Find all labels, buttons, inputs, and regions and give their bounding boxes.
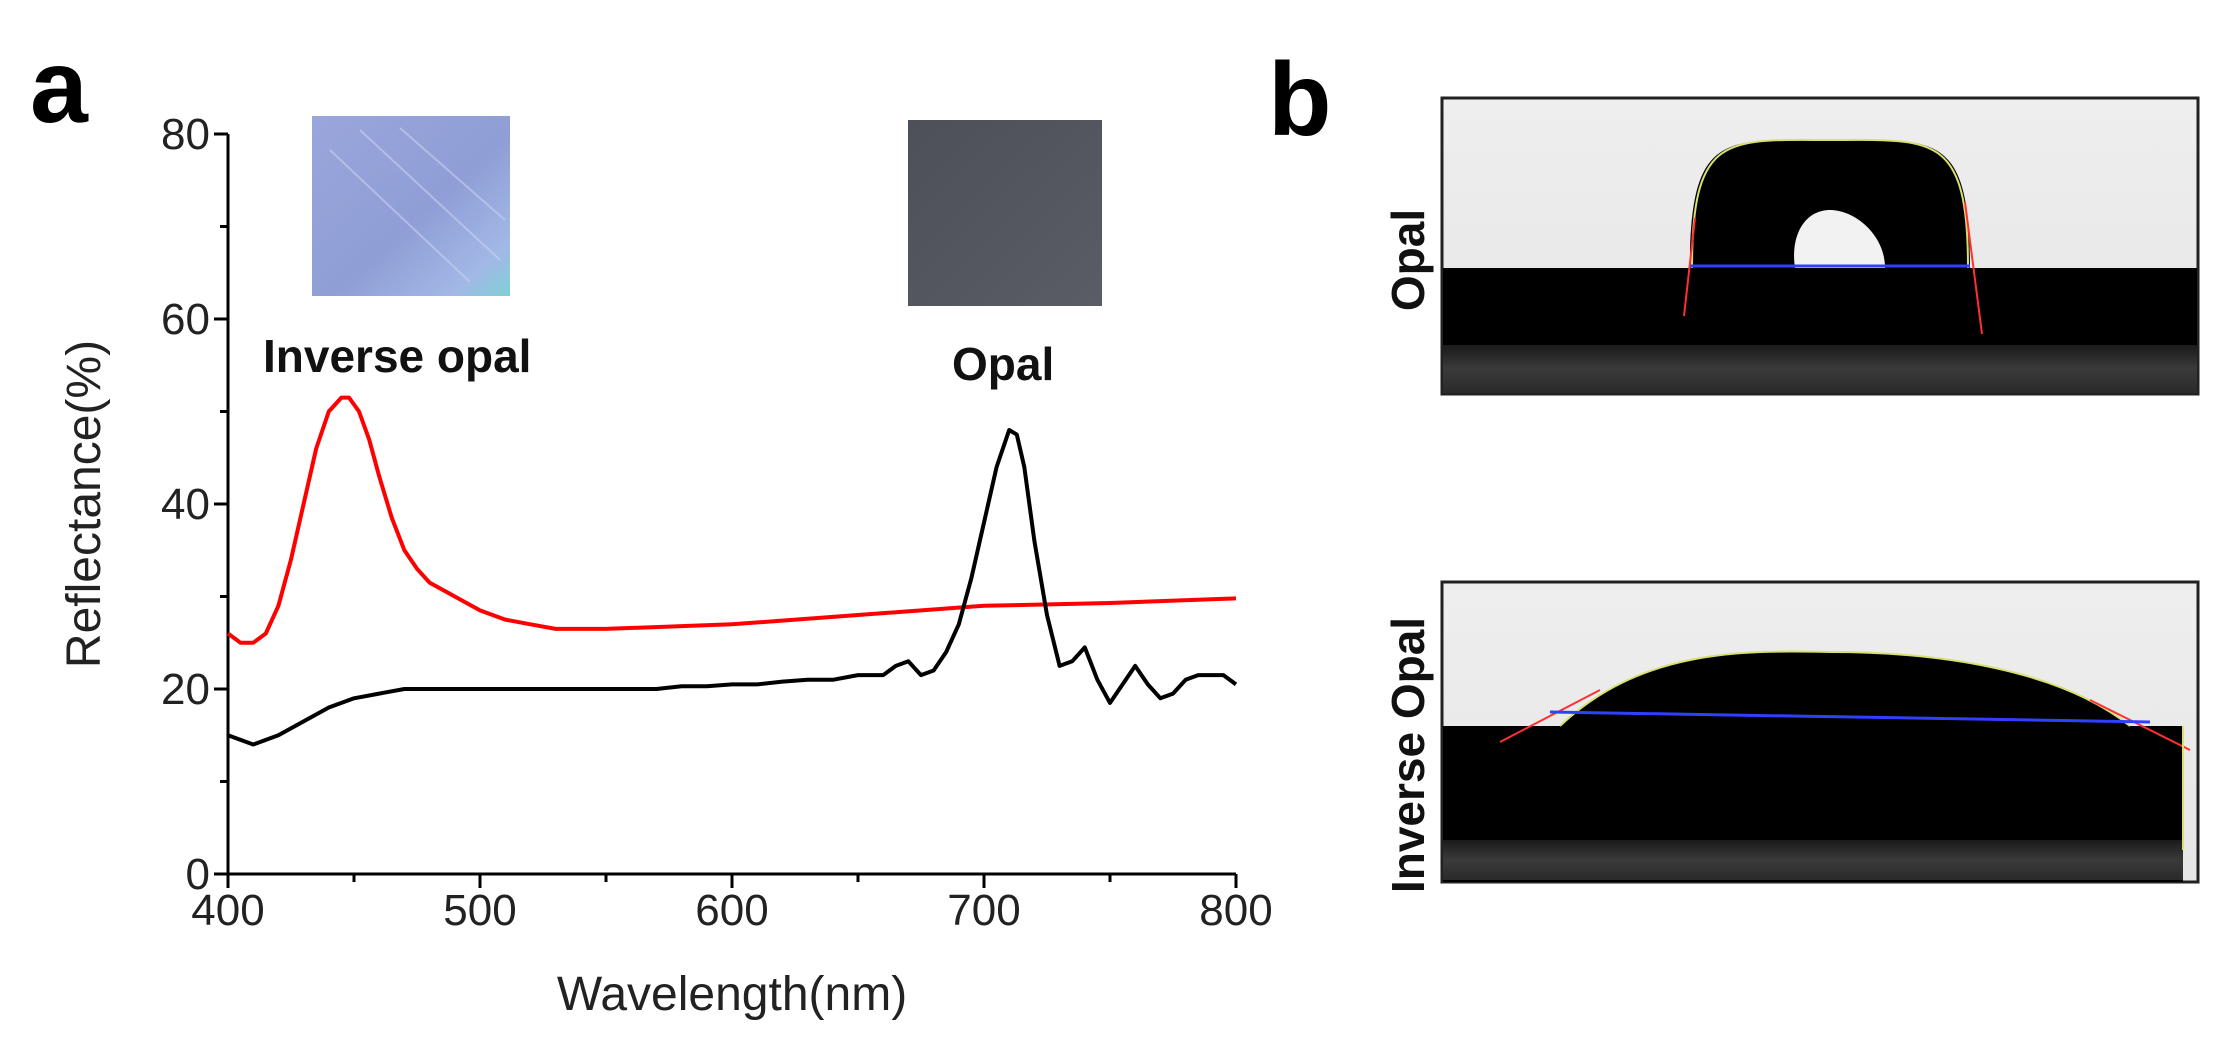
y-axis-title: Reflectance(%) xyxy=(58,340,111,668)
opal-sample-photo xyxy=(908,120,1102,306)
x-axis-title: Wavelength(nm) xyxy=(557,968,907,1021)
inverse-opal-photo-streak xyxy=(329,127,506,283)
inverse-opal-series-line xyxy=(226,395,1237,645)
panel-a-letter: a xyxy=(30,29,89,145)
y-tick-label: 60 xyxy=(161,295,210,344)
x-tick-label: 500 xyxy=(443,886,516,935)
panel-b-letter: b xyxy=(1268,42,1332,158)
y-tick-label: 20 xyxy=(161,665,210,714)
opal-photo-label: Opal xyxy=(1382,209,1434,311)
y-tick-label: 80 xyxy=(161,110,210,159)
inverse-opal-contact-angle-photo xyxy=(1440,580,2200,884)
y-tick-label: 0 xyxy=(186,850,210,899)
reflectance-chart: Inverse opal Opal 0 20 40 60 80 400 500 … xyxy=(58,110,1273,1021)
opal-series-line xyxy=(227,428,1238,747)
inverse-opal-photo-label: Inverse Opal xyxy=(1382,617,1434,893)
x-tick-label: 600 xyxy=(695,886,768,935)
x-tick-label: 800 xyxy=(1199,886,1272,935)
x-tick-label: 400 xyxy=(191,886,264,935)
y-tick-label: 40 xyxy=(161,480,210,529)
opal-annotation: Opal xyxy=(952,338,1054,390)
x-tick-label: 700 xyxy=(947,886,1020,935)
panel-b-photos: Opal Inverse Opal xyxy=(1382,96,2200,893)
inverse-opal-annotation: Inverse opal xyxy=(263,330,531,382)
opal-contact-angle-photo xyxy=(1440,96,2200,396)
inverse-opal-sample-photo xyxy=(312,116,510,296)
